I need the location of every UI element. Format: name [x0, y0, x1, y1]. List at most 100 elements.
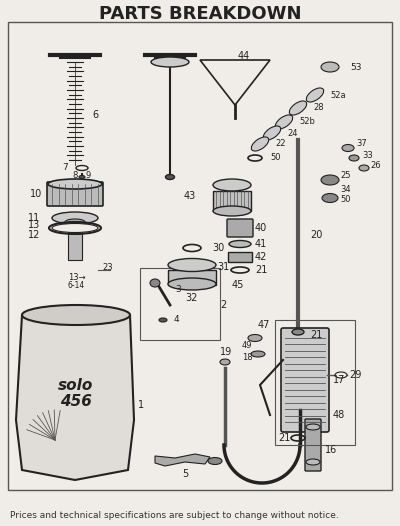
Ellipse shape [289, 101, 307, 115]
Text: 20: 20 [310, 230, 322, 240]
Ellipse shape [213, 206, 251, 216]
Ellipse shape [48, 179, 102, 189]
Text: 10: 10 [30, 189, 42, 199]
Text: 26: 26 [370, 160, 381, 169]
Text: 6: 6 [92, 110, 98, 120]
Text: 21: 21 [310, 330, 322, 340]
Text: 32: 32 [186, 293, 198, 303]
Ellipse shape [292, 329, 304, 335]
Text: 21: 21 [278, 433, 290, 443]
Text: 50: 50 [340, 196, 350, 205]
Text: 34: 34 [340, 186, 351, 195]
Text: 45: 45 [232, 280, 244, 290]
Ellipse shape [52, 212, 98, 224]
Ellipse shape [220, 359, 230, 365]
Text: 7: 7 [62, 164, 68, 173]
Ellipse shape [22, 305, 130, 325]
Text: 40: 40 [255, 223, 267, 233]
Ellipse shape [150, 279, 160, 287]
FancyBboxPatch shape [213, 191, 251, 211]
Text: 48: 48 [333, 410, 345, 420]
Text: PARTS BREAKDOWN: PARTS BREAKDOWN [99, 5, 301, 23]
Ellipse shape [168, 258, 216, 271]
Text: 31: 31 [217, 262, 229, 272]
Text: 47: 47 [258, 320, 270, 330]
FancyBboxPatch shape [305, 419, 321, 471]
Text: 6-14: 6-14 [68, 280, 85, 289]
Ellipse shape [342, 145, 354, 151]
Text: 4: 4 [174, 316, 180, 325]
FancyBboxPatch shape [168, 270, 216, 285]
FancyBboxPatch shape [228, 252, 252, 262]
Text: 25: 25 [340, 170, 350, 179]
Ellipse shape [151, 57, 189, 67]
Ellipse shape [213, 179, 251, 191]
Text: 18: 18 [242, 352, 253, 361]
Polygon shape [155, 454, 210, 466]
Bar [140, 268, 220, 340]
Text: 37: 37 [356, 139, 367, 148]
Ellipse shape [275, 115, 293, 129]
Text: 44: 44 [238, 51, 250, 61]
Text: 12: 12 [28, 230, 40, 240]
Ellipse shape [159, 318, 167, 322]
Ellipse shape [79, 176, 85, 178]
Text: 53: 53 [350, 63, 362, 72]
Ellipse shape [168, 278, 216, 290]
FancyBboxPatch shape [281, 328, 329, 432]
Ellipse shape [306, 459, 320, 465]
Ellipse shape [263, 126, 281, 140]
Ellipse shape [306, 88, 324, 102]
Text: 19: 19 [220, 347, 232, 357]
Text: 17: 17 [333, 375, 345, 385]
Text: 1: 1 [138, 400, 144, 410]
Ellipse shape [251, 137, 269, 151]
Ellipse shape [76, 166, 88, 170]
FancyBboxPatch shape [68, 230, 82, 260]
Polygon shape [200, 60, 270, 105]
Text: 23: 23 [102, 264, 113, 272]
Ellipse shape [359, 165, 369, 171]
Text: 43: 43 [184, 191, 196, 201]
Ellipse shape [65, 219, 85, 225]
Ellipse shape [229, 240, 251, 248]
Text: solo: solo [58, 378, 94, 392]
Ellipse shape [335, 372, 347, 378]
Text: 41: 41 [255, 239, 267, 249]
Polygon shape [16, 315, 134, 480]
Text: 5: 5 [182, 469, 188, 479]
Text: 3: 3 [175, 286, 181, 295]
Text: 2: 2 [220, 300, 226, 310]
Bar [275, 320, 355, 445]
Text: 16: 16 [325, 445, 337, 455]
Text: 52b: 52b [299, 117, 315, 126]
Text: Prices and technical specifications are subject to change without notice.: Prices and technical specifications are … [10, 511, 339, 521]
Text: 9: 9 [86, 171, 91, 180]
Ellipse shape [349, 155, 359, 161]
Text: 52a: 52a [330, 90, 346, 99]
Ellipse shape [52, 224, 98, 232]
Text: 11: 11 [28, 213, 40, 223]
Text: 29: 29 [349, 370, 361, 380]
Ellipse shape [251, 351, 265, 357]
Text: 50: 50 [270, 154, 280, 163]
Text: 13→: 13→ [68, 274, 86, 282]
Text: 33: 33 [362, 150, 373, 159]
Text: 21: 21 [255, 265, 267, 275]
Ellipse shape [248, 335, 262, 341]
Ellipse shape [208, 458, 222, 464]
Text: 49: 49 [242, 340, 252, 349]
FancyBboxPatch shape [47, 182, 103, 206]
FancyBboxPatch shape [227, 219, 253, 237]
Text: 13: 13 [28, 220, 40, 230]
Text: 8: 8 [72, 171, 77, 180]
Text: 30: 30 [212, 243, 224, 253]
Text: 22: 22 [275, 139, 286, 148]
Text: 24: 24 [287, 128, 298, 137]
Ellipse shape [321, 62, 339, 72]
Ellipse shape [306, 424, 320, 430]
Ellipse shape [166, 175, 174, 179]
Text: 28: 28 [313, 104, 324, 113]
Text: 456: 456 [60, 394, 92, 410]
Ellipse shape [322, 194, 338, 203]
